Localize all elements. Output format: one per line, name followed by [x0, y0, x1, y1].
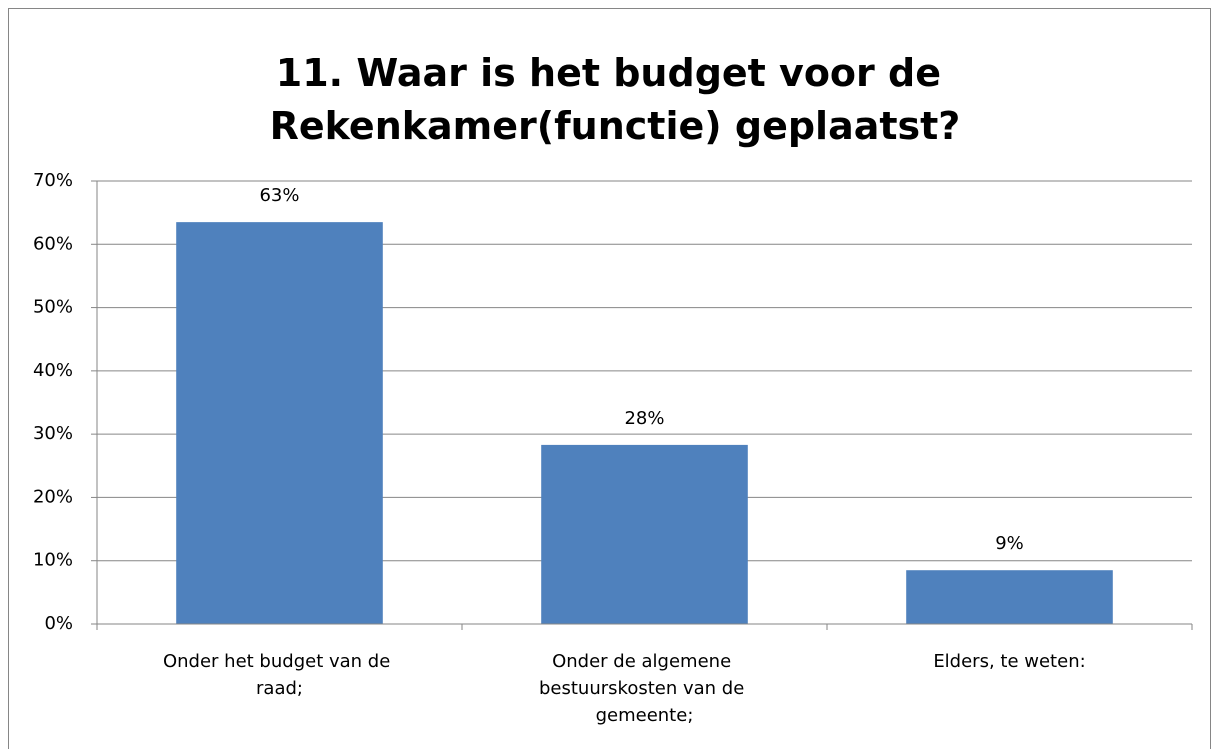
y-tick-label: 10% — [33, 550, 73, 571]
bar — [906, 570, 1113, 624]
data-label: 63% — [259, 185, 299, 206]
data-label: 28% — [624, 408, 664, 429]
y-tick-label: 20% — [33, 486, 73, 507]
y-tick-label: 0% — [44, 613, 73, 634]
chart-title: 11. Waar is het budget voor de Rekenkame… — [270, 51, 961, 148]
y-tick-label: 50% — [33, 297, 73, 318]
bar — [176, 222, 383, 624]
x-tick-label: Onder het budget van de raad; — [163, 651, 396, 699]
y-tick-label: 70% — [33, 170, 73, 191]
y-tick-label: 60% — [33, 233, 73, 254]
x-tick-label: Elders, te weten: — [933, 651, 1085, 672]
data-label: 9% — [995, 533, 1024, 554]
y-tick-label: 30% — [33, 423, 73, 444]
bar — [541, 444, 748, 624]
y-tick-label: 40% — [33, 360, 73, 381]
x-tick-label: Onder de algemene bestuurskosten van de … — [539, 651, 750, 726]
